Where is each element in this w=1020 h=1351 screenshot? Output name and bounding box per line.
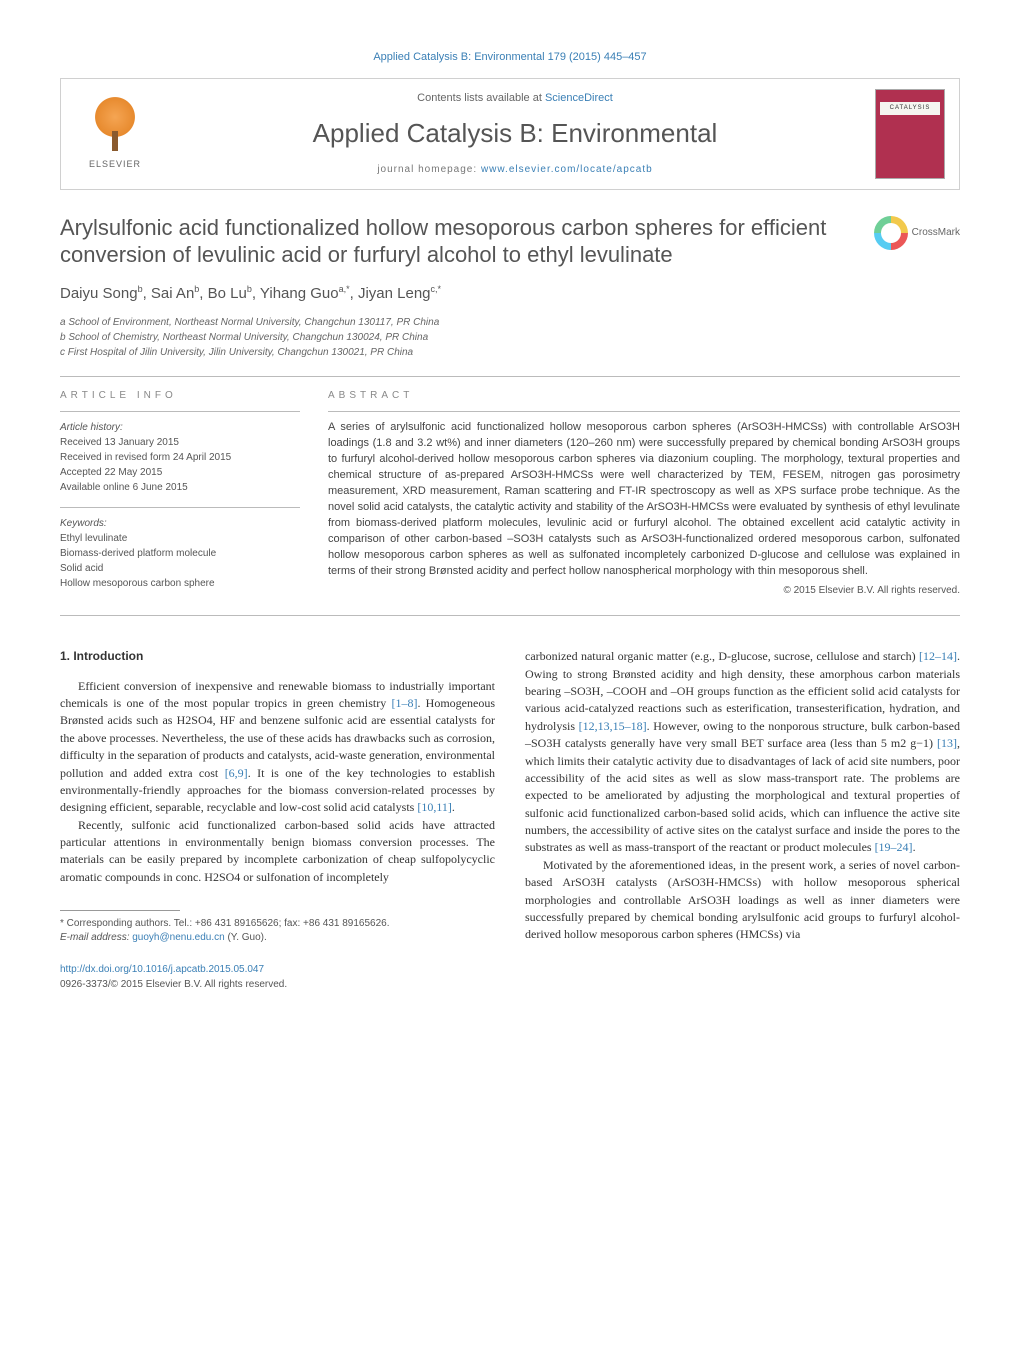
keyword: Biomass-derived platform molecule xyxy=(60,546,300,561)
abstract-copyright: © 2015 Elsevier B.V. All rights reserved… xyxy=(328,584,960,599)
footnote-separator xyxy=(60,910,180,911)
doi-link[interactable]: http://dx.doi.org/10.1016/j.apcatb.2015.… xyxy=(60,964,264,975)
ref-link[interactable]: [1–8] xyxy=(391,696,417,710)
ref-link[interactable]: [6,9] xyxy=(225,766,248,780)
doi-block: http://dx.doi.org/10.1016/j.apcatb.2015.… xyxy=(60,963,495,992)
affiliations: a School of Environment, Northeast Norma… xyxy=(60,315,960,360)
affiliation-a: a School of Environment, Northeast Norma… xyxy=(60,315,960,330)
article-title: Arylsulfonic acid functionalized hollow … xyxy=(60,214,960,269)
history-revised: Received in revised form 24 April 2015 xyxy=(60,450,300,465)
article-history: Article history: Received 13 January 201… xyxy=(60,420,300,495)
keyword: Solid acid xyxy=(60,561,300,576)
keyword: Hollow mesoporous carbon sphere xyxy=(60,576,300,591)
crossmark-label: CrossMark xyxy=(912,226,960,241)
keywords-block: Keywords: Ethyl levulinate Biomass-deriv… xyxy=(60,516,300,591)
affiliation-b: b School of Chemistry, Northeast Normal … xyxy=(60,330,960,345)
crossmark-badge[interactable]: CrossMark xyxy=(874,216,960,250)
history-accepted: Accepted 22 May 2015 xyxy=(60,465,300,480)
history-received: Received 13 January 2015 xyxy=(60,435,300,450)
history-online: Available online 6 June 2015 xyxy=(60,480,300,495)
homepage-line: journal homepage: www.elsevier.com/locat… xyxy=(165,163,865,178)
journal-name: Applied Catalysis B: Environmental xyxy=(165,115,865,153)
elsevier-label: ELSEVIER xyxy=(89,158,141,171)
abstract-text: A series of arylsulfonic acid functional… xyxy=(328,420,960,579)
affiliation-c: c First Hospital of Jilin University, Ji… xyxy=(60,345,960,360)
ref-link[interactable]: [12–14] xyxy=(919,649,957,663)
keywords-label: Keywords: xyxy=(60,516,300,531)
ref-link[interactable]: [19–24] xyxy=(875,840,913,854)
body-paragraph: carbonized natural organic matter (e.g.,… xyxy=(525,648,960,857)
authors-line: Daiyu Songb, Sai Anb, Bo Lub, Yihang Guo… xyxy=(60,283,960,305)
ref-link[interactable]: [13] xyxy=(937,736,957,750)
divider xyxy=(60,615,960,616)
section-1-heading: 1. Introduction xyxy=(60,648,495,665)
elsevier-logo: ELSEVIER xyxy=(75,89,155,179)
divider xyxy=(328,411,960,412)
homepage-prefix: journal homepage: xyxy=(377,164,481,175)
body-paragraph: Efficient conversion of inexpensive and … xyxy=(60,678,495,817)
body-col-right: carbonized natural organic matter (e.g.,… xyxy=(525,648,960,992)
body-columns: 1. Introduction Efficient conversion of … xyxy=(60,648,960,992)
citation-bar: Applied Catalysis B: Environmental 179 (… xyxy=(60,50,960,66)
citation-link[interactable]: Applied Catalysis B: Environmental 179 (… xyxy=(373,51,646,63)
divider xyxy=(60,376,960,377)
journal-cover-thumb: CATALYSIS xyxy=(875,89,945,179)
article-info-heading: article info xyxy=(60,389,300,404)
email-suffix: (Y. Guo). xyxy=(225,932,267,943)
issn-copyright: 0926-3373/© 2015 Elsevier B.V. All right… xyxy=(60,978,495,993)
email-label: E-mail address: xyxy=(60,932,132,943)
contents-prefix: Contents lists available at xyxy=(417,92,545,104)
corr-email-link[interactable]: guoyh@nenu.edu.cn xyxy=(132,932,224,943)
crossmark-icon xyxy=(874,216,908,250)
corresponding-footnote: * Corresponding authors. Tel.: +86 431 8… xyxy=(60,917,495,945)
ref-link[interactable]: [10,11] xyxy=(417,800,452,814)
abstract-heading: abstract xyxy=(328,389,960,404)
body-paragraph: Motivated by the aforementioned ideas, i… xyxy=(525,857,960,944)
body-col-left: 1. Introduction Efficient conversion of … xyxy=(60,648,495,992)
body-paragraph: Recently, sulfonic acid functionalized c… xyxy=(60,817,495,887)
elsevier-tree-icon xyxy=(85,96,145,156)
corr-line: * Corresponding authors. Tel.: +86 431 8… xyxy=(60,917,495,931)
history-label: Article history: xyxy=(60,420,300,435)
ref-link[interactable]: [12,13,15–18] xyxy=(579,719,647,733)
keyword: Ethyl levulinate xyxy=(60,531,300,546)
cover-thumb-label: CATALYSIS xyxy=(880,102,940,115)
sciencedirect-link[interactable]: ScienceDirect xyxy=(545,92,613,104)
contents-line: Contents lists available at ScienceDirec… xyxy=(165,91,865,107)
journal-header: ELSEVIER Contents lists available at Sci… xyxy=(60,78,960,190)
homepage-link[interactable]: www.elsevier.com/locate/apcatb xyxy=(481,164,653,175)
